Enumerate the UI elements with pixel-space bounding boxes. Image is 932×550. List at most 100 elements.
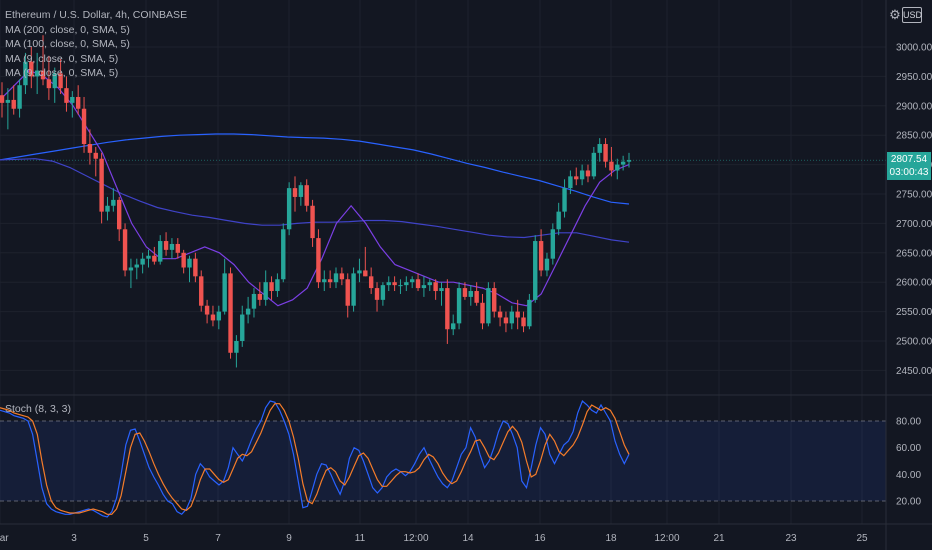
candle-body: [5, 99, 11, 103]
candle-body: [146, 255, 151, 259]
candle-body: [11, 99, 16, 109]
candle-body: [158, 241, 163, 262]
candle-body: [210, 314, 216, 321]
candle-body: [275, 279, 280, 292]
candle-body: [603, 144, 608, 162]
candle-body: [263, 282, 268, 300]
candle-body: [609, 161, 614, 171]
time-tick-label: 12:00: [654, 533, 679, 544]
time-tick-label: 12:00: [403, 533, 428, 544]
stoch-overbought-band: [0, 421, 886, 501]
candle-body: [40, 70, 46, 80]
candle-body: [122, 229, 128, 271]
time-tick-label: 23: [785, 533, 797, 544]
time-tick-label: 25: [856, 533, 868, 544]
candle-body: [292, 188, 298, 197]
candle-body: [193, 258, 198, 277]
time-tick-label: 18: [605, 533, 617, 544]
price-tick-label: 3000.00: [896, 43, 932, 54]
gear-icon[interactable]: ⚙: [889, 7, 901, 22]
price-tick-label: 2950.00: [896, 72, 932, 83]
candle-body: [615, 164, 620, 171]
stoch-legend[interactable]: Stoch (8, 3, 3): [5, 403, 71, 415]
candle-body: [421, 285, 427, 289]
candle-body: [81, 108, 87, 145]
last-price-badge: 2807.54 03:00:43: [887, 152, 931, 180]
price-tick-label: 2600.00: [896, 278, 932, 289]
candle-body: [392, 282, 397, 286]
candle-body: [23, 61, 28, 86]
stoch-tick-label: 80.00: [896, 417, 921, 428]
candle-body: [269, 282, 274, 292]
candle-body: [486, 288, 491, 324]
price-tick-label: 2900.00: [896, 101, 932, 112]
time-tick-label: 21: [713, 533, 725, 544]
candle-body: [597, 144, 602, 153]
candle-body: [222, 273, 227, 312]
legend-ma-9-a[interactable]: MA (9, close, 0, SMA, 5): [5, 52, 119, 65]
legend-ma-9-b[interactable]: MA (9, close, 0, SMA, 5): [5, 67, 119, 79]
candle-body: [474, 291, 479, 303]
currency-badge[interactable]: USD: [902, 7, 922, 23]
candle-body: [140, 258, 145, 265]
candle-body: [579, 170, 585, 180]
time-axis[interactable]: Mar 3 5 7 9 11 12:00 14 16 18 12:00 21 23 25: [0, 533, 868, 544]
candle-body: [240, 314, 245, 341]
ma-200-line: [0, 133, 630, 205]
price-tick-label: 2550.00: [896, 307, 932, 318]
candle-body: [427, 282, 432, 286]
candle-body: [163, 241, 169, 250]
legend-ma-200[interactable]: MA (200, close, 0, SMA, 5): [5, 23, 130, 36]
chart-legend: Ethereum / U.S. Dollar, 4h, COINBASE MA …: [5, 8, 187, 81]
legend-ma-100[interactable]: MA (100, close, 0, SMA, 5): [5, 38, 130, 50]
time-tick-label: 11: [355, 533, 366, 544]
candle-body: [34, 70, 40, 77]
candle-body: [345, 279, 350, 306]
candle-body: [433, 282, 438, 292]
candle-body: [257, 293, 263, 300]
time-tick-label: 3: [71, 533, 77, 544]
time-tick-label: 5: [143, 533, 149, 544]
candle-body: [216, 311, 222, 321]
candle-body: [562, 188, 567, 212]
candle-body: [492, 288, 497, 312]
candle-body: [99, 158, 104, 212]
candle-body: [626, 160, 632, 162]
candle-body: [199, 276, 204, 306]
price-tick-label: 2700.00: [896, 219, 932, 230]
time-tick-label: 7: [215, 533, 221, 544]
price-axis[interactable]: 2450.00 2500.00 2550.00 2600.00 2650.00 2700.…: [896, 43, 932, 377]
candle-body: [281, 229, 286, 280]
candle-body: [527, 299, 532, 327]
candle-body: [333, 273, 339, 283]
candle-body: [456, 288, 462, 324]
candle-body: [544, 258, 550, 271]
candle-body: [17, 85, 22, 109]
candle-body: [0, 95, 5, 103]
candle-body: [87, 144, 93, 153]
candle-body: [533, 241, 538, 300]
candle-body: [58, 73, 63, 89]
stoch-d-line: [0, 403, 630, 515]
time-tick-label: 16: [534, 533, 546, 544]
ma-9-line: [0, 69, 630, 307]
candle-body: [134, 264, 139, 268]
candle-body: [70, 96, 75, 103]
candle-body: [52, 73, 57, 89]
candle-body: [620, 161, 626, 165]
time-tick-label: 9: [286, 533, 292, 544]
candle-body: [322, 279, 327, 283]
candle-body: [415, 279, 421, 289]
candle-body: [111, 199, 116, 206]
candle-body: [585, 170, 591, 177]
candle-body: [316, 238, 321, 283]
grid: [0, 0, 886, 524]
candle-body: [503, 317, 509, 324]
candle-body: [327, 279, 333, 283]
candle-body: [304, 185, 309, 206]
stoch-axis[interactable]: 20.00 40.00 60.00 80.00: [896, 417, 921, 508]
stoch-tick-label: 60.00: [896, 443, 921, 454]
candle-body: [480, 302, 485, 324]
candle-body: [374, 288, 380, 300]
